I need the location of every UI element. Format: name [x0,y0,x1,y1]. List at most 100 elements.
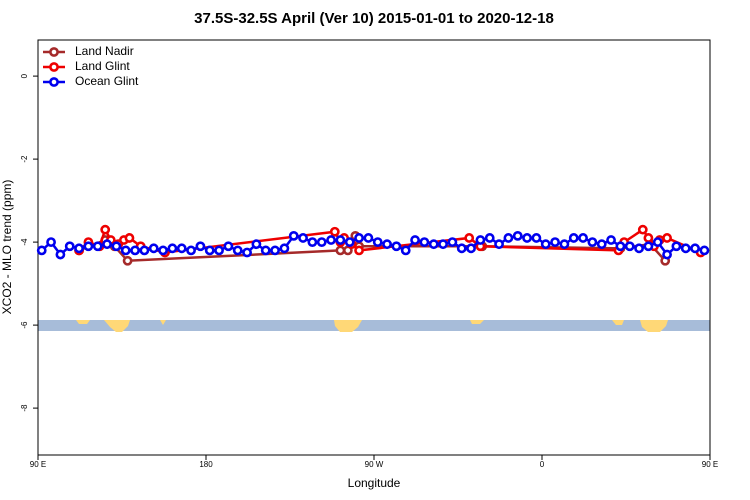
data-point [624,241,635,252]
data-point [122,255,133,266]
data-point [232,245,243,256]
data-point [242,247,252,258]
chart-title: 37.5S-32.5S April (Ver 10) 2015-01-01 to… [194,10,554,27]
data-point [578,233,588,243]
data-point [195,241,206,252]
data-point [167,243,178,254]
y-axis-label: XCO2 - MLO trend (ppm) [0,180,14,315]
x-tick-label: 0 [540,460,545,469]
data-point [503,233,514,243]
data-point [139,245,150,256]
data-point [111,241,122,252]
data-point [447,237,458,248]
data-point [46,237,56,248]
data-point [204,245,215,256]
y-tick-label: -4 [20,238,29,246]
x-tick-label: 90 E [30,460,46,469]
data-point [83,241,94,252]
data-point [391,241,402,252]
data-point [279,243,290,254]
data-point [531,233,542,243]
data-point [214,245,224,256]
data-point [438,239,448,250]
y-tick-label: 0 [20,73,29,78]
data-point [326,235,336,245]
data-point [587,237,598,248]
data-point [288,230,299,241]
data-point [316,237,327,248]
data-point [223,241,234,252]
data-point [400,245,411,256]
data-point [176,243,187,254]
data-point [329,226,340,237]
data-point [372,237,383,248]
data-point [637,224,648,235]
data-point [260,245,271,256]
x-tick-label: 180 [199,460,213,469]
legend-marker [49,77,59,87]
data-point [158,245,168,256]
data-point [522,233,532,243]
data-point [335,245,346,256]
legend-marker [49,47,59,57]
data-point [298,233,308,243]
data-point [643,241,654,252]
data-point [680,243,691,254]
legend-marker [49,62,59,72]
data-point [540,239,551,250]
data-point [606,235,616,245]
data-point [550,237,560,248]
data-point [354,245,364,256]
data-point [662,249,672,260]
data-point [100,224,111,235]
y-tick-label: -6 [20,321,29,329]
data-point [464,233,475,243]
data-point [643,233,654,243]
data-point [363,233,374,243]
x-tick-label: 90 E [702,460,718,469]
data-point [652,237,663,248]
data-point [596,239,607,250]
data-point [130,245,140,256]
map-strip [38,320,710,332]
data-point [92,241,103,252]
data-point [428,239,439,250]
data-point [270,245,280,256]
x-tick-label: 90 W [365,460,384,469]
data-point [634,243,644,254]
data-point [74,243,84,254]
data-point [615,241,626,252]
data-point [148,243,159,254]
data-point [186,245,196,256]
data-point [64,241,75,252]
data-point [354,233,364,243]
data-point [251,239,262,250]
x-axis-label: Longitude [348,476,401,490]
data-point [484,233,495,243]
data-point [662,233,672,243]
data-point [102,239,112,250]
data-point [419,237,430,248]
data-point [36,245,47,256]
data-point [410,235,420,245]
data-point [120,245,131,256]
data-point [456,243,467,254]
data-point [55,249,66,260]
y-tick-label: -8 [20,404,29,412]
legend-label: Land Nadir [75,44,134,58]
data-point [512,230,523,241]
data-point [475,235,486,245]
data-point [690,243,700,254]
data-point [307,237,318,248]
data-point [671,241,682,252]
data-point [494,239,504,250]
y-tick-label: -2 [20,155,29,163]
data-point [335,235,346,245]
data-point [124,233,135,243]
legend-label: Ocean Glint [75,74,139,88]
data-point [568,233,579,243]
data-point [344,237,355,248]
data-point [559,239,570,250]
